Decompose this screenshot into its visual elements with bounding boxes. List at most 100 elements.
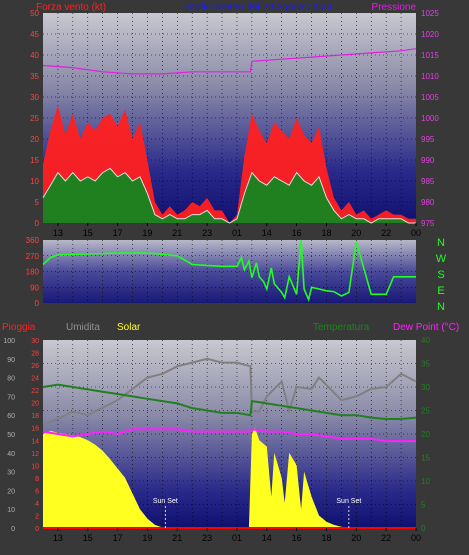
pressure-axis-label: Pressione — [372, 2, 417, 13]
rain-y-tick-label: 24 — [31, 376, 39, 383]
cardinal-n-bottom: N — [437, 301, 445, 313]
direction-y-tick-label: 270 — [26, 252, 40, 261]
x-tick-label: 15 — [83, 228, 93, 238]
solar-panel-marks — [42, 357, 417, 529]
x-tick-label: 18 — [321, 533, 331, 543]
temperature-y-tick-label: 25 — [421, 407, 430, 416]
humidity-y-tick-label: 80 — [7, 376, 15, 383]
cardinal-w: W — [436, 253, 447, 265]
pressure-y-tick-label: 1000 — [421, 114, 439, 123]
rain-y-tick-label: 6 — [35, 488, 39, 495]
chart-title: Grafici meteo del 29 Agosto 2024 — [184, 2, 332, 13]
temperature-y-tick-label: 40 — [421, 336, 430, 345]
wind-y-tick-label: 35 — [30, 72, 39, 81]
direction-y-tick-label: 0 — [35, 299, 40, 308]
rain-y-tick-label: 12 — [31, 451, 39, 458]
x-tick-label: 19 — [142, 533, 152, 543]
rain-axis-label: Pioggia — [2, 322, 36, 333]
average-wind-area — [43, 168, 416, 223]
pressure-line — [42, 48, 417, 75]
rain-y-tick-label: 22 — [31, 388, 39, 395]
wind-y-tick-label: 40 — [30, 51, 39, 60]
wind-y-tick-label: 10 — [30, 177, 39, 186]
pressure-y-tick-label: 1025 — [421, 9, 439, 18]
x-tick-label: 14 — [262, 533, 272, 543]
x-tick-label: 20 — [351, 533, 361, 543]
solar-area — [43, 427, 416, 528]
solar-axis-label: Solar — [117, 322, 141, 333]
wind-panel-ticks: 0510152025303540455097598098599099510001… — [30, 9, 439, 238]
pressure-y-tick-label: 990 — [421, 156, 435, 165]
x-tick-label: 17 — [113, 228, 123, 238]
cardinal-n-top: N — [437, 237, 445, 249]
humidity-y-tick-label: 40 — [7, 451, 15, 458]
pressure-y-tick-label: 975 — [421, 219, 435, 228]
x-tick-label: 20 — [351, 228, 361, 238]
x-tick-label: 14 — [262, 228, 272, 238]
humidity-y-tick-label: 50 — [7, 432, 15, 439]
rain-y-tick-label: 30 — [31, 338, 39, 345]
humidity-y-tick-label: 100 — [3, 338, 15, 345]
temperature-y-tick-label: 20 — [421, 430, 430, 439]
x-tick-label: 22 — [381, 533, 391, 543]
rain-y-tick-label: 0 — [35, 526, 39, 533]
rain-y-tick-label: 28 — [31, 351, 39, 358]
rain-y-tick-label: 8 — [35, 476, 39, 483]
dewpoint-axis-label: Dew Point (°C) — [393, 322, 459, 333]
x-tick-label: 23 — [202, 228, 212, 238]
wind-direction-line — [42, 239, 416, 303]
x-tick-label: 13 — [53, 533, 63, 543]
humidity-y-tick-label: 0 — [11, 526, 15, 533]
x-tick-label: 01 — [232, 533, 242, 543]
humidity-y-tick-label: 70 — [7, 394, 15, 401]
humidity-y-tick-label: 20 — [7, 488, 15, 495]
humidity-y-tick-label: 10 — [7, 507, 15, 514]
rain-y-tick-label: 20 — [31, 401, 39, 408]
rain-y-tick-label: 14 — [31, 438, 39, 445]
pressure-y-tick-label: 1020 — [421, 30, 439, 39]
pressure-y-tick-label: 980 — [421, 198, 435, 207]
x-tick-label: 21 — [172, 228, 182, 238]
direction-y-tick-label: 90 — [30, 283, 39, 292]
x-tick-label: 16 — [292, 533, 302, 543]
x-tick-label: 18 — [321, 228, 331, 238]
x-tick-label: 23 — [202, 533, 212, 543]
direction-panel-marks — [42, 239, 416, 303]
direction-y-tick-label: 180 — [26, 268, 40, 277]
temperature-y-tick-label: 0 — [421, 524, 426, 533]
temperature-y-tick-label: 5 — [421, 501, 426, 510]
x-tick-label: 22 — [381, 228, 391, 238]
pressure-y-tick-label: 985 — [421, 177, 435, 186]
direction-panel-background — [43, 240, 416, 303]
temperature-axis-label: Temperatura — [313, 322, 370, 333]
dew-point-line — [42, 428, 416, 443]
x-tick-label: 01 — [232, 228, 242, 238]
temperature-y-tick-label: 30 — [421, 383, 430, 392]
x-tick-label: 17 — [113, 533, 123, 543]
x-tick-label: 13 — [53, 228, 63, 238]
rain-y-tick-label: 16 — [31, 426, 39, 433]
humidity-y-tick-label: 30 — [7, 470, 15, 477]
wind-y-tick-label: 25 — [30, 114, 39, 123]
wind-y-tick-label: 50 — [30, 9, 39, 18]
rain-y-tick-label: 10 — [31, 463, 39, 470]
temperature-y-tick-label: 15 — [421, 454, 430, 463]
wind-y-tick-label: 20 — [30, 135, 39, 144]
wind-y-tick-label: 0 — [35, 219, 40, 228]
pressure-y-tick-label: 1010 — [421, 72, 439, 81]
rain-y-tick-label: 18 — [31, 413, 39, 420]
x-tick-label: 16 — [292, 228, 302, 238]
humidity-line — [42, 357, 417, 426]
x-tick-label: 21 — [172, 533, 182, 543]
humidity-y-tick-label: 60 — [7, 413, 15, 420]
temperature-line — [42, 383, 417, 420]
x-tick-label: 15 — [83, 533, 93, 543]
sun-set-label-1: Sun Set — [153, 498, 178, 505]
pressure-y-tick-label: 1015 — [421, 51, 439, 60]
wind-y-tick-label: 30 — [30, 93, 39, 102]
solar-panel-ticks: 0102030405060708090100024681012141618202… — [3, 336, 430, 543]
x-tick-label: 00 — [411, 228, 421, 238]
wind-y-tick-label: 5 — [35, 198, 40, 207]
